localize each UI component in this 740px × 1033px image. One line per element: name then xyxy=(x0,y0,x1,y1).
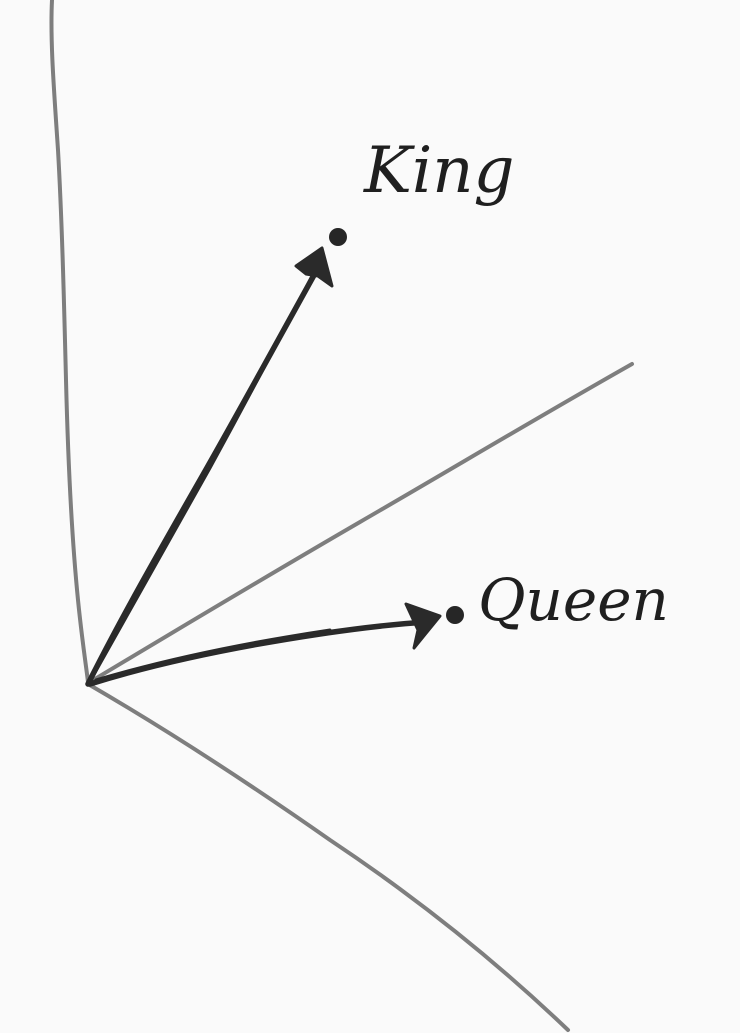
diagonal-axis-line xyxy=(88,362,634,684)
vertical-axis-line xyxy=(49,0,90,684)
king-arrowhead xyxy=(294,246,334,288)
queen-vector-arrow xyxy=(87,619,431,687)
queen-label: Queen xyxy=(478,566,669,634)
queen-point xyxy=(446,606,464,624)
king-label: King xyxy=(363,134,514,208)
lower-axis-line xyxy=(86,682,570,1032)
king-point xyxy=(329,228,347,246)
queen-vector-stroke-overlay xyxy=(94,628,332,682)
queen-arrowhead xyxy=(404,602,442,650)
king-vector-stroke-overlay xyxy=(90,274,314,680)
